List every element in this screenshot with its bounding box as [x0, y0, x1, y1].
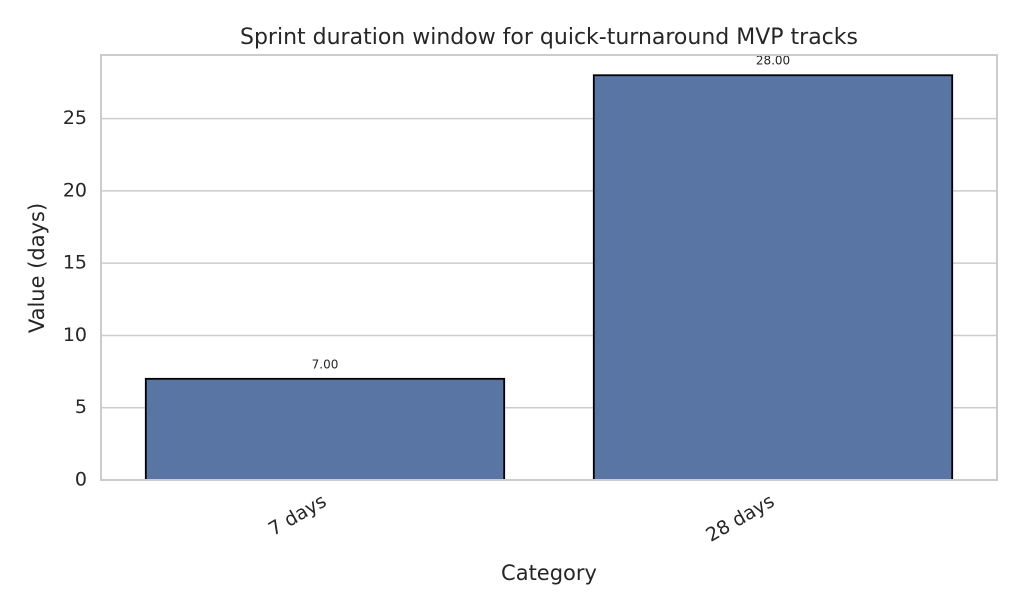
bar: [592, 74, 954, 481]
x-tick-label: 28 days: [702, 490, 778, 547]
plot-frame: [100, 54, 998, 481]
value-label: 7.00: [312, 357, 339, 371]
x-axis-label: Category: [501, 561, 597, 585]
y-tick-label: 20: [63, 179, 87, 201]
bar: [144, 377, 506, 481]
chart-title: Sprint duration window for quick-turnaro…: [240, 25, 858, 50]
y-axis-label: Value (days): [25, 203, 49, 333]
y-tick-label: 5: [75, 396, 87, 418]
y-tick-label: 25: [63, 107, 87, 129]
y-tick-label: 10: [63, 324, 87, 346]
y-tick-label: 0: [75, 469, 87, 491]
x-tick-label: 7 days: [265, 490, 331, 541]
value-label: 28.00: [756, 54, 790, 68]
y-tick-label: 15: [63, 252, 87, 274]
